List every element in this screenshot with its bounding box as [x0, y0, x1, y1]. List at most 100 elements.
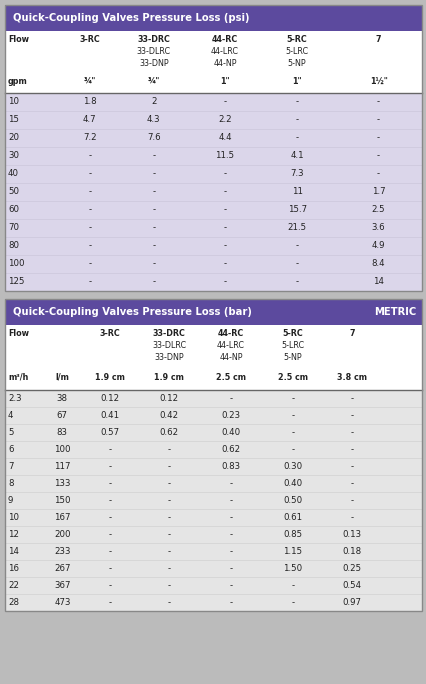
Text: -: -: [152, 259, 155, 269]
Text: 14: 14: [8, 547, 19, 556]
Text: 5-LRC: 5-LRC: [285, 47, 308, 57]
Text: 5-NP: 5-NP: [283, 354, 301, 363]
Bar: [5, 325, 421, 390]
Bar: [5, 219, 421, 237]
Text: 0.25: 0.25: [342, 564, 361, 573]
Text: 0.18: 0.18: [342, 547, 361, 556]
Text: -: -: [376, 170, 379, 179]
Text: ¾": ¾": [147, 77, 160, 86]
Text: 15: 15: [8, 116, 19, 124]
Text: Flow: Flow: [8, 36, 29, 44]
Text: -: -: [109, 598, 112, 607]
Text: 8.4: 8.4: [371, 259, 385, 269]
Text: 2.2: 2.2: [218, 116, 231, 124]
Text: 7.6: 7.6: [147, 133, 160, 142]
Text: -: -: [291, 445, 294, 454]
Text: 0.41: 0.41: [101, 411, 120, 420]
Text: -: -: [88, 241, 91, 250]
Text: Flow: Flow: [8, 330, 29, 339]
Text: 5: 5: [8, 428, 14, 437]
Bar: [5, 183, 421, 201]
Text: -: -: [109, 564, 112, 573]
Text: 38: 38: [57, 394, 68, 403]
Text: 33-DLRC: 33-DLRC: [136, 47, 170, 57]
Text: -: -: [229, 496, 232, 505]
Text: 22: 22: [8, 581, 19, 590]
Text: -: -: [223, 241, 226, 250]
Text: 1.15: 1.15: [282, 547, 302, 556]
Bar: [5, 424, 421, 441]
Text: 83: 83: [57, 428, 68, 437]
Text: 11: 11: [291, 187, 302, 196]
Text: 7: 7: [375, 36, 380, 44]
Bar: [5, 299, 421, 611]
Text: -: -: [350, 462, 353, 471]
Text: 1.9 cm: 1.9 cm: [154, 373, 184, 382]
Text: -: -: [376, 116, 379, 124]
Text: 5-NP: 5-NP: [287, 60, 306, 68]
Text: 117: 117: [54, 462, 70, 471]
Text: 0.13: 0.13: [342, 530, 361, 539]
Text: 0.62: 0.62: [221, 445, 240, 454]
Text: 10: 10: [8, 513, 19, 522]
Text: 67: 67: [57, 411, 68, 420]
Text: 1.50: 1.50: [282, 564, 302, 573]
Bar: [5, 129, 421, 147]
Text: -: -: [152, 151, 155, 161]
Text: -: -: [88, 205, 91, 215]
Text: -: -: [223, 205, 226, 215]
Text: gpm: gpm: [8, 77, 28, 86]
Text: 14: 14: [372, 278, 383, 287]
Text: 5-LRC: 5-LRC: [280, 341, 304, 350]
Text: -: -: [152, 278, 155, 287]
Text: 473: 473: [54, 598, 70, 607]
Text: 200: 200: [54, 530, 70, 539]
Text: 7.3: 7.3: [290, 170, 303, 179]
Text: -: -: [167, 513, 170, 522]
Bar: [5, 165, 421, 183]
Text: -: -: [376, 98, 379, 107]
Text: -: -: [350, 394, 353, 403]
Text: 10: 10: [8, 98, 19, 107]
Bar: [5, 543, 421, 560]
Text: 2.3: 2.3: [8, 394, 22, 403]
Text: 33-DLRC: 33-DLRC: [152, 341, 186, 350]
Text: -: -: [295, 259, 298, 269]
Text: 44-RC: 44-RC: [211, 36, 238, 44]
Text: 9: 9: [8, 496, 13, 505]
Bar: [5, 5, 421, 291]
Text: 44-LRC: 44-LRC: [210, 47, 239, 57]
Text: -: -: [350, 411, 353, 420]
Text: 1½": 1½": [369, 77, 387, 86]
Text: 0.42: 0.42: [159, 411, 178, 420]
Bar: [5, 594, 421, 611]
Bar: [5, 237, 421, 255]
Bar: [5, 299, 421, 325]
Text: 3.8 cm: 3.8 cm: [336, 373, 366, 382]
Text: 5-RC: 5-RC: [286, 36, 307, 44]
Text: 8: 8: [8, 479, 14, 488]
Text: 33-DRC: 33-DRC: [153, 330, 185, 339]
Text: 11.5: 11.5: [215, 151, 234, 161]
Text: -: -: [88, 224, 91, 233]
Text: 100: 100: [54, 445, 70, 454]
Bar: [5, 5, 421, 31]
Text: -: -: [229, 564, 232, 573]
Text: 133: 133: [54, 479, 70, 488]
Text: 267: 267: [54, 564, 70, 573]
Text: -: -: [167, 581, 170, 590]
Text: 0.12: 0.12: [159, 394, 178, 403]
Text: -: -: [223, 259, 226, 269]
Text: 0.50: 0.50: [282, 496, 302, 505]
Text: 5-RC: 5-RC: [282, 330, 302, 339]
Text: -: -: [295, 241, 298, 250]
Text: -: -: [295, 133, 298, 142]
Text: -: -: [229, 479, 232, 488]
Text: 4.7: 4.7: [83, 116, 96, 124]
Text: 20: 20: [8, 133, 19, 142]
Bar: [5, 147, 421, 165]
Text: 1.8: 1.8: [83, 98, 96, 107]
Text: 0.57: 0.57: [101, 428, 120, 437]
Text: 40: 40: [8, 170, 19, 179]
Text: -: -: [152, 170, 155, 179]
